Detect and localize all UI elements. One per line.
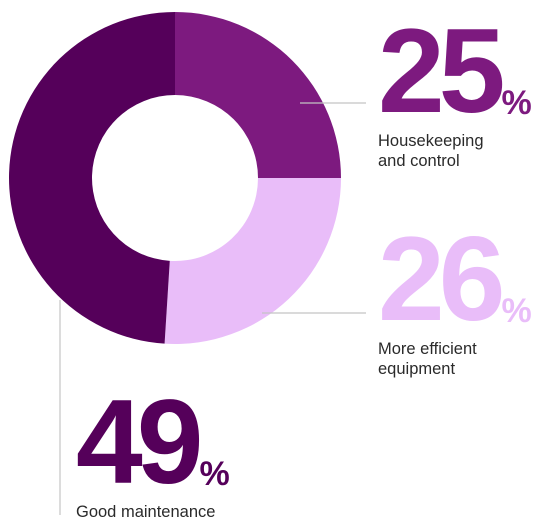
unit-housekeeping: % bbox=[501, 84, 532, 123]
callout-equipment: 26% More efficient equipment bbox=[378, 212, 532, 380]
unit-equipment: % bbox=[501, 292, 532, 331]
value-housekeeping: 25 bbox=[378, 4, 506, 138]
label-maintenance-line1: Good maintenance bbox=[76, 503, 216, 522]
slice-maintenance bbox=[9, 12, 176, 344]
label-equipment-line2: equipment bbox=[378, 360, 456, 379]
value-equipment: 26 bbox=[378, 212, 506, 346]
value-maintenance: 49 bbox=[76, 375, 204, 509]
slice-equipment bbox=[164, 178, 341, 344]
callout-maintenance: 49% Good maintenance bbox=[76, 375, 230, 523]
slice-housekeeping bbox=[175, 12, 341, 178]
callout-housekeeping: 25% Housekeeping and control bbox=[378, 4, 532, 172]
label-housekeeping-line2: and control bbox=[378, 152, 460, 171]
label-housekeeping-line1: Housekeeping bbox=[378, 132, 484, 151]
label-equipment-line1: More efficient bbox=[378, 340, 477, 359]
unit-maintenance: % bbox=[199, 455, 230, 494]
